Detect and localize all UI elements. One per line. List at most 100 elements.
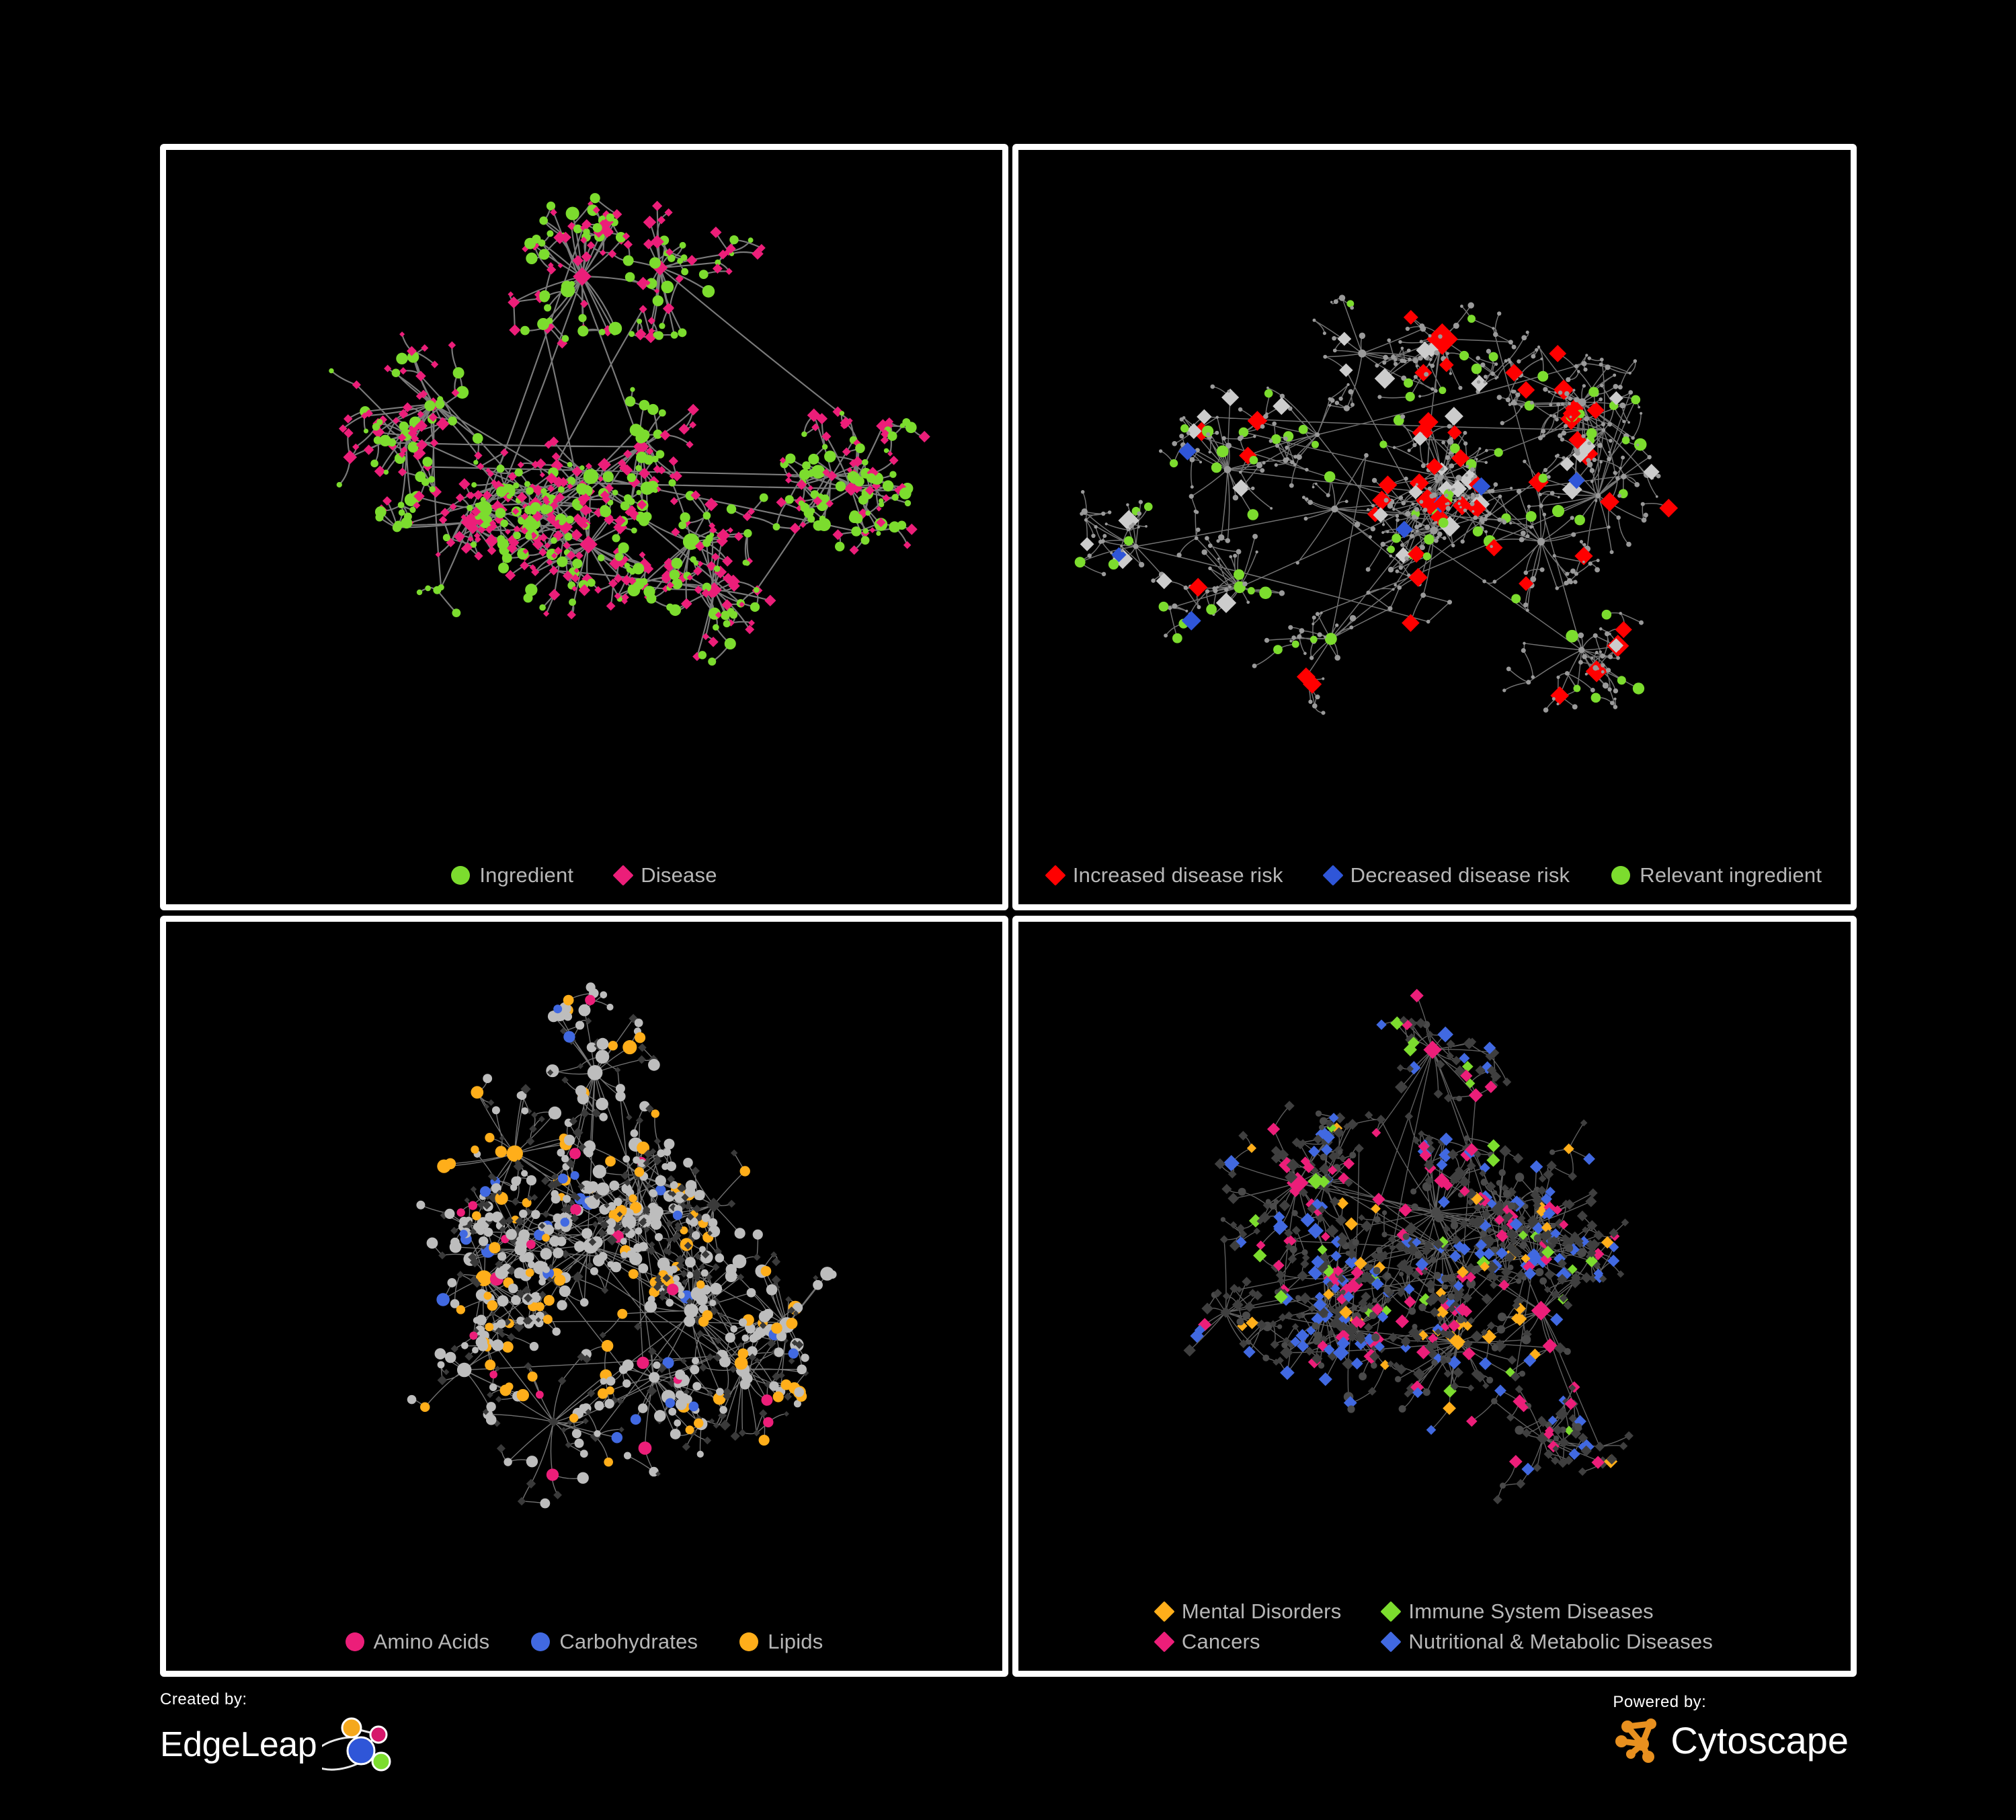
graph-node[interactable] <box>1347 1405 1355 1413</box>
graph-node[interactable] <box>1456 1095 1462 1102</box>
graph-node[interactable] <box>1375 363 1379 368</box>
graph-node[interactable] <box>643 586 655 598</box>
graph-node[interactable] <box>653 487 658 493</box>
graph-node[interactable] <box>802 461 811 470</box>
graph-node[interactable] <box>1558 496 1560 499</box>
graph-node[interactable] <box>1410 1188 1417 1195</box>
graph-node[interactable] <box>1607 457 1611 462</box>
graph-node[interactable] <box>1311 1312 1324 1326</box>
graph-node[interactable] <box>690 1365 700 1375</box>
graph-node[interactable] <box>827 471 838 481</box>
network-graph-4[interactable] <box>1018 922 1851 1671</box>
graph-node[interactable] <box>1449 437 1453 440</box>
graph-node[interactable] <box>1094 524 1098 529</box>
graph-node[interactable] <box>1578 660 1583 665</box>
graph-node[interactable] <box>1577 1248 1586 1258</box>
graph-node[interactable] <box>1405 326 1410 331</box>
graph-node[interactable] <box>615 1084 625 1094</box>
graph-node[interactable] <box>1400 414 1406 420</box>
graph-node[interactable] <box>651 1109 659 1118</box>
graph-node[interactable] <box>615 1091 626 1102</box>
graph-node[interactable] <box>644 1300 657 1313</box>
graph-node[interactable] <box>1344 1178 1353 1187</box>
graph-node[interactable] <box>1542 512 1547 516</box>
graph-node[interactable] <box>1084 518 1088 522</box>
graph-node[interactable] <box>661 280 674 294</box>
graph-node[interactable] <box>1493 482 1498 487</box>
graph-node[interactable] <box>1227 389 1231 393</box>
graph-node[interactable] <box>701 1285 711 1295</box>
graph-node[interactable] <box>477 1227 485 1235</box>
graph-node[interactable] <box>1298 424 1308 434</box>
graph-node[interactable] <box>1590 656 1594 660</box>
graph-node[interactable] <box>1445 506 1451 511</box>
graph-node[interactable] <box>670 1429 681 1439</box>
graph-node[interactable] <box>1593 401 1596 404</box>
graph-node[interactable] <box>1523 641 1526 645</box>
graph-node[interactable] <box>1601 609 1612 620</box>
graph-node[interactable] <box>1505 364 1523 382</box>
graph-node[interactable] <box>620 501 630 511</box>
graph-node[interactable] <box>1434 350 1440 356</box>
graph-node[interactable] <box>1544 1269 1555 1280</box>
graph-node[interactable] <box>696 1280 705 1289</box>
graph-node[interactable] <box>700 1269 709 1277</box>
graph-node[interactable] <box>1471 492 1475 497</box>
graph-node[interactable] <box>524 481 530 487</box>
graph-node[interactable] <box>538 532 548 542</box>
graph-node[interactable] <box>1413 374 1418 379</box>
graph-node[interactable] <box>623 1452 631 1460</box>
graph-node[interactable] <box>1151 578 1156 583</box>
graph-node[interactable] <box>1478 1357 1492 1370</box>
graph-node[interactable] <box>638 1263 649 1273</box>
graph-node[interactable] <box>370 459 378 468</box>
graph-node[interactable] <box>734 1228 745 1239</box>
graph-node[interactable] <box>538 249 550 260</box>
legend-item[interactable]: Nutritional & Metabolic Diseases <box>1380 1630 1713 1653</box>
graph-node[interactable] <box>1371 477 1377 483</box>
graph-node[interactable] <box>645 278 657 289</box>
graph-node[interactable] <box>1183 585 1188 590</box>
graph-node[interactable] <box>592 1255 605 1267</box>
graph-node[interactable] <box>1572 704 1578 710</box>
graph-node[interactable] <box>1365 1111 1373 1119</box>
graph-node[interactable] <box>1264 637 1270 643</box>
graph-node[interactable] <box>1387 545 1395 553</box>
network-graph-3[interactable] <box>166 922 1002 1671</box>
graph-node[interactable] <box>682 1442 690 1452</box>
graph-node[interactable] <box>1498 1279 1510 1291</box>
graph-node[interactable] <box>1483 516 1488 522</box>
graph-node[interactable] <box>1137 511 1142 516</box>
graph-node[interactable] <box>1349 615 1357 622</box>
graph-node[interactable] <box>1253 434 1256 438</box>
graph-node[interactable] <box>1423 1160 1435 1171</box>
graph-node[interactable] <box>577 1063 583 1070</box>
graph-node[interactable] <box>649 1148 657 1155</box>
graph-node[interactable] <box>668 254 676 262</box>
graph-node[interactable] <box>1590 693 1601 703</box>
graph-node[interactable] <box>567 477 576 485</box>
graph-node[interactable] <box>547 262 554 268</box>
graph-node[interactable] <box>1600 491 1619 512</box>
graph-node[interactable] <box>1195 527 1201 532</box>
graph-node[interactable] <box>1252 533 1258 539</box>
graph-node[interactable] <box>1500 1224 1509 1232</box>
graph-node[interactable] <box>1589 468 1595 473</box>
graph-node[interactable] <box>606 1376 616 1386</box>
graph-node[interactable] <box>842 447 851 457</box>
graph-node[interactable] <box>497 535 506 544</box>
graph-node[interactable] <box>628 1269 639 1279</box>
graph-node[interactable] <box>1208 566 1212 571</box>
graph-node[interactable] <box>1273 1222 1286 1236</box>
graph-node[interactable] <box>1506 1413 1515 1422</box>
graph-node[interactable] <box>612 489 618 496</box>
graph-node[interactable] <box>1558 390 1563 395</box>
graph-node[interactable] <box>1452 496 1472 516</box>
graph-node[interactable] <box>1483 374 1488 379</box>
graph-node[interactable] <box>1561 430 1567 436</box>
graph-node[interactable] <box>1628 390 1634 395</box>
graph-node[interactable] <box>1223 466 1232 473</box>
graph-node[interactable] <box>1227 1169 1237 1179</box>
graph-node[interactable] <box>1520 405 1523 408</box>
graph-node[interactable] <box>1616 515 1621 520</box>
